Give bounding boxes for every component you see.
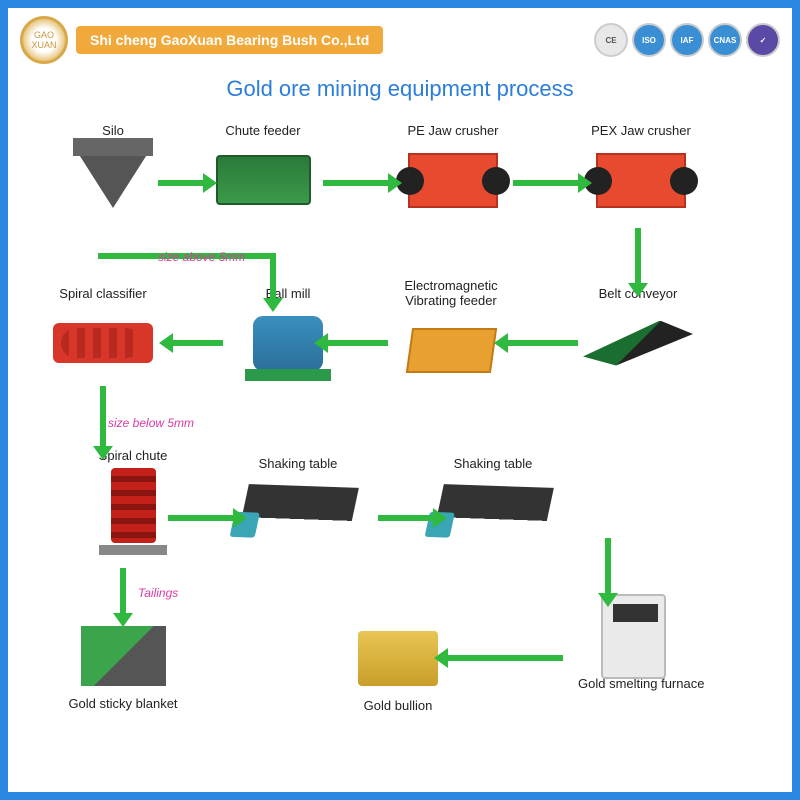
flow-note: size below 5mm [108, 416, 194, 430]
equipment-chute: Chute feeder [208, 123, 318, 220]
equipment-label: PEX Jaw crusher [586, 123, 696, 138]
vibfeed-icon [405, 328, 496, 373]
chute-icon [216, 155, 311, 205]
crusher-icon [408, 153, 498, 208]
belt-icon [583, 321, 693, 366]
crusher-icon [596, 153, 686, 208]
equipment-label: Ball mill [233, 286, 343, 301]
equipment-vib: ElectromagneticVibrating feeder [396, 278, 506, 390]
spiralchute-icon [111, 468, 156, 543]
shaker-icon [237, 484, 359, 543]
shaker-icon [432, 484, 554, 543]
equipment-silo: Silo [58, 123, 168, 220]
equipment-label: Silo [58, 123, 168, 138]
equipment-pe: PE Jaw crusher [398, 123, 508, 220]
process-diagram: Silo Chute feeder PE Jaw crusher PEX Jaw cr… [8, 8, 792, 792]
equipment-label: Gold bullion [343, 698, 453, 713]
equipment-label: Chute feeder [208, 123, 318, 138]
blanket-icon [81, 626, 166, 686]
classifier-icon [53, 323, 153, 363]
equipment-label: Gold sticky blanket [68, 696, 178, 711]
equipment-class: Spiral classifier [48, 286, 158, 383]
equipment-pex: PEX Jaw crusher [586, 123, 696, 220]
equipment-shake2: Shaking table [438, 456, 548, 553]
equipment-shake1: Shaking table [243, 456, 353, 553]
silo-icon [78, 153, 148, 208]
equipment-label: PE Jaw crusher [398, 123, 508, 138]
equipment-label: ElectromagneticVibrating feeder [396, 278, 506, 308]
flow-note: Tailings [138, 586, 178, 600]
equipment-label: Spiral classifier [48, 286, 158, 301]
equipment-furnace: Gold smelting furnace [578, 596, 704, 693]
equipment-label: Shaking table [243, 456, 353, 471]
equipment-spchute: Spiral chute [78, 448, 188, 545]
equipment-belt: Belt conveyor [583, 286, 693, 383]
flow-note: size above 5mm [158, 250, 245, 264]
ballmill-icon [253, 316, 323, 371]
equipment-blanket: Gold sticky blanket [68, 616, 178, 713]
equipment-label: Shaking table [438, 456, 548, 471]
bullion-icon [358, 631, 438, 686]
